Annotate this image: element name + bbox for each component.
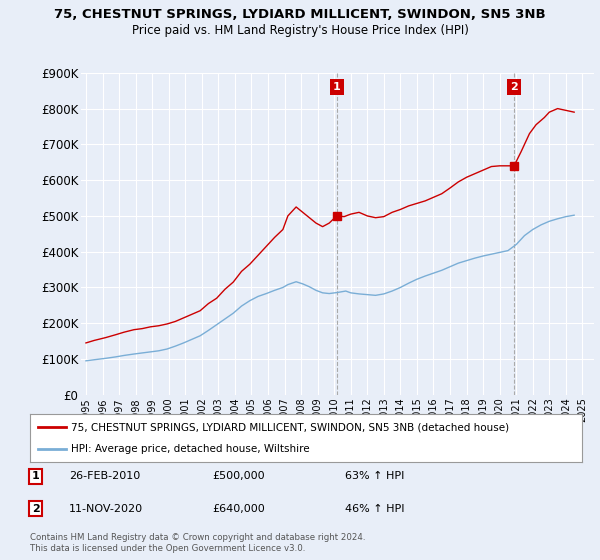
Text: 26-FEB-2010: 26-FEB-2010	[68, 472, 140, 482]
Text: £640,000: £640,000	[212, 503, 265, 514]
Text: 11-NOV-2020: 11-NOV-2020	[68, 503, 143, 514]
Text: 46% ↑ HPI: 46% ↑ HPI	[344, 503, 404, 514]
Text: 75, CHESTNUT SPRINGS, LYDIARD MILLICENT, SWINDON, SN5 3NB: 75, CHESTNUT SPRINGS, LYDIARD MILLICENT,…	[54, 8, 546, 21]
Text: £500,000: £500,000	[212, 472, 265, 482]
Text: 1: 1	[32, 472, 40, 482]
Text: 63% ↑ HPI: 63% ↑ HPI	[344, 472, 404, 482]
Text: HPI: Average price, detached house, Wiltshire: HPI: Average price, detached house, Wilt…	[71, 444, 310, 454]
Text: 2: 2	[32, 503, 40, 514]
Text: Contains HM Land Registry data © Crown copyright and database right 2024.
This d: Contains HM Land Registry data © Crown c…	[30, 533, 365, 553]
Text: 75, CHESTNUT SPRINGS, LYDIARD MILLICENT, SWINDON, SN5 3NB (detached house): 75, CHESTNUT SPRINGS, LYDIARD MILLICENT,…	[71, 422, 509, 432]
Text: 1: 1	[333, 82, 341, 92]
Text: Price paid vs. HM Land Registry's House Price Index (HPI): Price paid vs. HM Land Registry's House …	[131, 24, 469, 36]
Text: 2: 2	[510, 82, 518, 92]
